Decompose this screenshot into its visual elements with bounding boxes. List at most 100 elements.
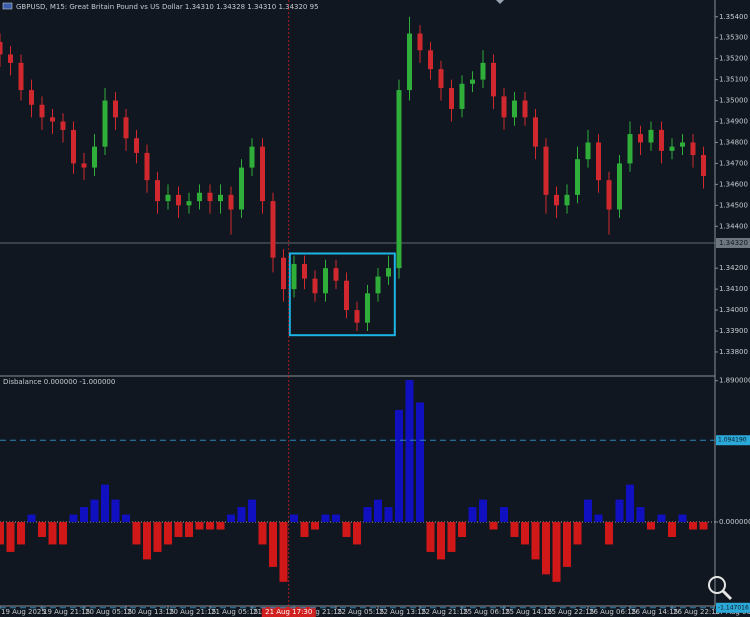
disbalance-bar (279, 522, 288, 582)
disbalance-bar (164, 522, 172, 545)
y-tick-label: 0.000000 (719, 518, 750, 526)
disbalance-bar (206, 522, 214, 530)
candle-body (207, 192, 213, 202)
candle-body (627, 134, 633, 164)
candle-body (491, 62, 496, 97)
indicator-title: Disbalance 0.000000 -1.000000 (3, 378, 115, 386)
disbalance-bar (258, 522, 267, 545)
y-tick-label: 1.34500 (719, 201, 748, 209)
scroll-marker[interactable] (496, 0, 504, 4)
zoom-icon[interactable] (708, 576, 733, 601)
candle-body (344, 280, 349, 311)
disbalance-bar (227, 514, 235, 523)
disbalance-bar (185, 522, 193, 537)
candle-body (102, 100, 108, 147)
candle-body (659, 129, 664, 151)
candle-body (50, 117, 55, 122)
disbalance-bar (521, 522, 529, 545)
disbalance-bar (111, 499, 120, 523)
disbalance-bar (405, 379, 414, 523)
candle-body (281, 257, 286, 290)
candle-body (543, 146, 549, 195)
candle-body (176, 194, 181, 206)
disbalance-bar (80, 507, 88, 523)
y-tick-label: 1.34200 (719, 264, 748, 272)
disbalance-bar (38, 522, 46, 537)
x-tick-label: 22 Aug 21:15 (421, 608, 468, 616)
candle-body (260, 146, 265, 202)
candle-body (375, 276, 381, 294)
candle-body (396, 90, 402, 269)
candle-body (228, 194, 234, 210)
candle-body (680, 142, 685, 147)
candle-body (39, 104, 45, 118)
candle-body (270, 201, 276, 258)
candle-body (512, 100, 517, 118)
candle-body (155, 180, 160, 202)
y-tick-label: 1.34800 (719, 138, 748, 146)
x-tick-label: 25 Aug 14:15 (505, 608, 552, 616)
disbalance-bar (363, 507, 372, 523)
candle-body (638, 134, 643, 143)
y-tick-label: 1.35400 (719, 13, 748, 21)
y-tick-label: 1.35200 (719, 55, 748, 63)
candle-body (690, 142, 696, 156)
disbalance-bar (174, 522, 183, 537)
level-box (716, 435, 750, 446)
disbalance-bar (573, 522, 582, 545)
disbalance-bar (237, 507, 246, 523)
x-tick-label: 25 Aug 06:15 (463, 608, 510, 616)
disbalance-bar (384, 507, 393, 523)
disbalance-bar (153, 522, 162, 552)
x-tick-label: 22 Aug 05:15 (337, 608, 384, 616)
symbol-flag (2, 2, 13, 10)
candle-body (218, 194, 223, 202)
disbalance-bar (395, 409, 403, 523)
disbalance-bar (290, 514, 298, 523)
candle-body (428, 50, 433, 70)
candle-body (617, 163, 622, 210)
candle-body (459, 83, 465, 109)
disbalance-bar (311, 522, 319, 530)
candle-body (669, 146, 675, 151)
disbalance-bar (342, 522, 351, 537)
candle-body (312, 278, 318, 294)
x-tick-label: 21 Aug 21:15 (295, 608, 342, 616)
y-tick-label: 1.33900 (719, 327, 748, 335)
disbalance-bar (437, 522, 445, 560)
candle-body (113, 100, 118, 118)
current-price-box (716, 238, 750, 249)
candle-body (554, 194, 559, 206)
candle-body (449, 87, 454, 109)
candle-body (333, 268, 339, 281)
candle-body (438, 69, 444, 88)
disbalance-bar (132, 522, 141, 545)
disbalance-bar (699, 522, 708, 530)
candle-body (417, 33, 423, 51)
disbalance-bar (69, 514, 78, 523)
disbalance-bar (17, 522, 25, 545)
disbalance-bar (195, 522, 204, 530)
disbalance-bar (605, 522, 613, 545)
cursor-time-label: 21 Aug 17:30 (265, 608, 312, 616)
x-tick-label: 20 Aug 21:15 (169, 608, 216, 616)
disbalance-bar (0, 522, 4, 545)
zoom-handle[interactable] (721, 589, 733, 601)
candle-body (470, 79, 475, 84)
disbalance-bar (300, 522, 309, 537)
chart-title: GBPUSD, M15: Great Britain Pound vs US D… (16, 3, 319, 11)
candle-body (596, 142, 601, 181)
disbalance-bar (689, 522, 697, 530)
disbalance-bar (269, 522, 277, 567)
current-price-label: 1.34320 (719, 239, 748, 247)
candle-body (92, 146, 97, 168)
cursor-time-box (261, 607, 316, 617)
disbalance-bar (416, 402, 424, 523)
zoom-lens[interactable] (708, 576, 726, 594)
candle-body (144, 152, 150, 181)
x-tick-label: 26 Aug 06:15 (589, 608, 636, 616)
disbalance-bar (657, 514, 666, 523)
disbalance-bar (59, 522, 67, 545)
candle-body (18, 62, 24, 91)
